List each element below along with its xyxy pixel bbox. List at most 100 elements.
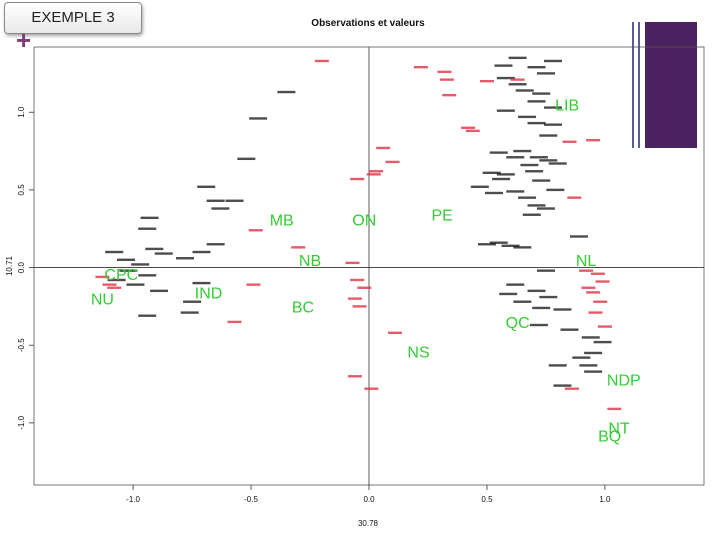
observation-mark-black — [249, 117, 268, 120]
observation-mark-black — [138, 314, 157, 317]
observation-mark-black — [206, 243, 225, 246]
value-label-bq: BQ — [598, 428, 621, 445]
observation-mark-black — [150, 289, 169, 293]
observation-mark-black — [126, 283, 145, 286]
observation-mark-red — [248, 229, 263, 232]
observation-mark-red — [586, 138, 601, 142]
observation-mark-black — [508, 56, 527, 60]
observation-mark-black — [138, 227, 157, 230]
observation-mark-red — [593, 300, 608, 303]
observation-mark-black — [584, 351, 603, 355]
value-label-lib: LIB — [555, 97, 579, 114]
observation-mark-black — [572, 356, 591, 359]
value-label-nb: NB — [299, 253, 321, 270]
observation-mark-black — [237, 157, 256, 161]
observation-mark-red — [227, 320, 242, 324]
observation-mark-black — [532, 92, 551, 95]
observation-mark-black — [496, 76, 515, 80]
observation-mark-red — [562, 140, 577, 143]
badge-label: EXEMPLE 3 — [31, 9, 115, 26]
observation-mark-black — [527, 204, 546, 207]
value-label-pe: PE — [431, 208, 452, 225]
y-tick-label: 1.0 — [17, 106, 26, 118]
observation-mark-black — [131, 263, 150, 266]
observation-mark-black — [553, 384, 572, 387]
value-label-ndp: NDP — [607, 372, 641, 389]
y-tick-label: 0.5 — [17, 184, 26, 196]
observation-mark-black — [539, 134, 558, 137]
x-tick-label: 0.0 — [363, 495, 375, 504]
value-label-nl: NL — [576, 253, 597, 270]
observation-mark-black — [553, 308, 572, 311]
observation-mark-black — [529, 323, 548, 327]
observation-mark-black — [225, 199, 244, 202]
observation-mark-black — [548, 364, 567, 367]
observation-mark-black — [520, 163, 539, 167]
decorative-lines — [632, 22, 642, 148]
y-axis-label: 10.71 — [5, 255, 14, 276]
observation-mark-red — [588, 311, 603, 314]
x-tick-label: 0.5 — [481, 495, 493, 504]
observation-mark-black — [536, 269, 555, 272]
observation-mark-red — [102, 283, 117, 286]
observation-mark-black — [513, 246, 532, 249]
observation-mark-red — [350, 177, 365, 181]
observation-mark-black — [183, 300, 202, 303]
observation-mark-black — [518, 115, 537, 119]
x-tick-label: -1.0 — [126, 495, 140, 504]
observation-mark-black — [140, 216, 159, 220]
observation-mark-black — [506, 283, 525, 286]
observation-mark-black — [527, 65, 546, 69]
observation-mark-red — [586, 291, 601, 294]
observation-mark-black — [477, 243, 496, 246]
observation-mark-black — [277, 90, 296, 94]
observation-mark-black — [496, 173, 515, 176]
observation-mark-black — [206, 199, 225, 202]
x-tick-label: -0.5 — [244, 495, 258, 504]
observation-mark-black — [482, 171, 501, 175]
observation-mark-red — [347, 375, 362, 378]
observation-mark-black — [532, 179, 551, 182]
observation-mark-black — [525, 170, 544, 173]
observation-mark-red — [387, 331, 402, 334]
observation-mark-red — [595, 280, 610, 283]
observation-mark-black — [536, 72, 555, 75]
observation-mark-red — [246, 283, 261, 286]
observation-mark-red — [357, 286, 372, 289]
observation-mark-red — [607, 407, 622, 411]
observation-mark-red — [385, 160, 400, 164]
observation-mark-black — [581, 336, 600, 339]
observation-mark-black — [180, 311, 199, 314]
observation-mark-black — [138, 274, 157, 277]
observation-mark-black — [579, 364, 598, 367]
observation-mark-black — [192, 281, 211, 285]
observation-mark-black — [544, 106, 563, 109]
observation-mark-red — [581, 286, 596, 289]
observation-mark-black — [492, 177, 511, 181]
value-label-qc: QC — [506, 315, 530, 332]
observation-mark-red — [366, 173, 381, 176]
observation-mark-black — [211, 207, 230, 210]
observation-mark-red — [314, 59, 329, 63]
observation-mark-red — [369, 170, 384, 173]
observation-mark-black — [506, 190, 525, 193]
x-axis-label: 30.78 — [358, 519, 379, 528]
observation-mark-black — [496, 109, 515, 112]
value-label-ind: IND — [195, 285, 223, 302]
observation-mark-red — [597, 325, 612, 328]
observation-mark-black — [485, 191, 504, 195]
value-label-mb: MB — [270, 212, 294, 229]
observation-mark-black — [527, 121, 546, 125]
observation-mark-black — [105, 250, 124, 254]
observation-mark-black — [499, 292, 518, 296]
observation-mark-black — [513, 300, 532, 303]
observation-mark-black — [546, 188, 565, 192]
value-label-on: ON — [352, 212, 376, 229]
observation-mark-red — [352, 305, 367, 308]
value-label-nu: NU — [91, 292, 114, 309]
observation-mark-black — [501, 244, 520, 248]
value-label-ns: NS — [407, 344, 429, 361]
observation-mark-red — [347, 297, 362, 300]
observation-mark-black — [560, 328, 579, 331]
